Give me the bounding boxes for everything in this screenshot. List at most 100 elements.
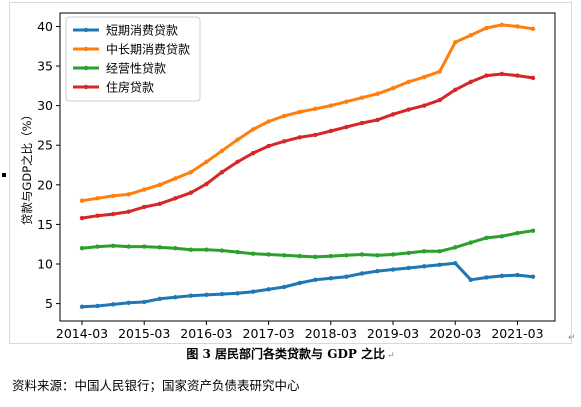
data-point xyxy=(204,181,209,187)
data-point xyxy=(421,74,427,80)
series-line xyxy=(80,23,535,203)
data-point xyxy=(406,79,411,85)
data-point xyxy=(390,86,396,91)
data-point xyxy=(375,253,380,258)
legend-marker xyxy=(83,84,89,90)
data-point xyxy=(266,119,271,124)
data-point xyxy=(421,103,427,108)
data-point xyxy=(530,26,536,32)
data-point xyxy=(484,73,489,78)
data-point xyxy=(173,176,178,181)
data-point xyxy=(313,277,318,283)
data-point xyxy=(126,209,131,214)
data-point xyxy=(359,252,365,257)
data-point xyxy=(142,204,147,210)
data-point xyxy=(281,253,287,258)
data-point xyxy=(219,291,225,297)
data-point xyxy=(359,95,365,100)
data-point xyxy=(281,113,287,119)
data-point xyxy=(297,280,302,286)
data-point xyxy=(95,213,100,218)
data-point xyxy=(515,73,520,78)
y-tick-label: 40 xyxy=(37,19,53,34)
data-point xyxy=(437,69,442,74)
data-point xyxy=(484,25,489,31)
x-tick-label: 2014-03 xyxy=(56,326,108,341)
data-point xyxy=(250,289,256,294)
legend-marker xyxy=(83,46,89,52)
data-point xyxy=(266,252,271,257)
data-point xyxy=(328,276,334,281)
data-point xyxy=(453,245,458,250)
data-point xyxy=(126,300,131,305)
data-point xyxy=(468,277,473,283)
y-tick-label: 35 xyxy=(37,59,53,74)
data-point xyxy=(375,117,380,123)
data-point xyxy=(390,267,396,272)
legend-label: 中长期消费贷款 xyxy=(106,42,190,57)
data-point xyxy=(328,128,334,134)
data-point xyxy=(157,182,162,188)
data-point xyxy=(453,40,458,45)
data-point xyxy=(110,243,116,248)
data-point xyxy=(499,234,505,239)
data-point xyxy=(266,143,271,149)
data-point xyxy=(484,235,489,241)
data-point xyxy=(250,127,256,132)
data-point xyxy=(390,252,396,257)
data-point xyxy=(313,254,318,260)
data-point xyxy=(468,32,473,38)
data-point xyxy=(344,124,349,130)
data-point xyxy=(437,249,442,254)
data-point xyxy=(219,148,225,153)
data-point xyxy=(297,135,302,140)
caption-text: 图 3 居民部门各类贷款与 GDP 之比 xyxy=(186,347,386,361)
legend-label: 经营性贷款 xyxy=(106,62,166,76)
data-point xyxy=(530,228,536,233)
data-point xyxy=(437,262,442,267)
data-point xyxy=(297,109,302,115)
data-point xyxy=(515,230,520,236)
data-point xyxy=(126,244,131,249)
y-tick-label: 20 xyxy=(37,177,53,192)
data-point xyxy=(499,273,505,279)
data-point xyxy=(344,274,349,279)
y-tick-label: 15 xyxy=(37,217,53,232)
y-tick-label: 30 xyxy=(37,98,53,113)
data-point xyxy=(204,159,209,165)
y-tick-label: 10 xyxy=(37,256,53,271)
data-point xyxy=(515,24,520,29)
data-point xyxy=(157,296,162,302)
legend-label: 短期消费贷款 xyxy=(106,24,178,38)
data-point xyxy=(142,299,147,305)
data-point xyxy=(157,245,162,250)
x-tick-label: 2018-03 xyxy=(305,326,357,341)
data-point xyxy=(235,159,240,165)
data-point xyxy=(484,275,489,280)
data-point xyxy=(313,106,318,112)
data-point xyxy=(499,22,505,28)
data-point xyxy=(142,187,147,192)
data-point xyxy=(468,240,473,245)
data-point xyxy=(110,211,116,217)
source-note: 资料来源：中国人民银行；国家资产负债表研究中心 xyxy=(12,378,300,393)
series-line xyxy=(80,229,535,259)
data-point xyxy=(204,292,209,298)
data-point xyxy=(359,120,365,126)
data-point xyxy=(188,293,194,298)
data-point xyxy=(421,249,427,254)
data-point xyxy=(79,198,85,203)
plot-area xyxy=(59,12,556,322)
data-point xyxy=(266,287,271,292)
data-point xyxy=(79,304,85,309)
figure-caption: 图 3 居民部门各类贷款与 GDP 之比 ↵ xyxy=(0,345,581,362)
data-point xyxy=(468,79,473,85)
data-point xyxy=(406,265,411,271)
data-point xyxy=(359,271,365,276)
data-point xyxy=(157,201,162,207)
data-point xyxy=(390,112,396,117)
data-point xyxy=(453,87,458,93)
data-point xyxy=(219,169,225,175)
data-point xyxy=(95,196,100,201)
data-point xyxy=(110,302,116,307)
